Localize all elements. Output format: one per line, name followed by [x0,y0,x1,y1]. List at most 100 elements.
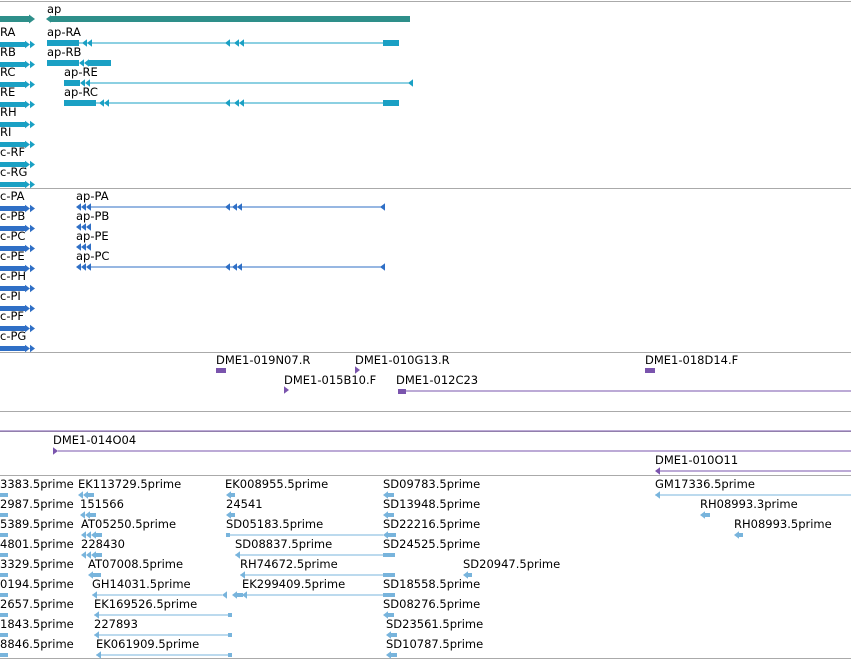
est-feature[interactable]: GM17336.5prime [655,477,755,491]
est-label: RH74672.5prime [240,557,338,571]
est-label: 8846.5prime [0,637,74,651]
left-arrow-icon [237,263,242,271]
est-block [88,493,94,497]
left-arrow-icon [386,651,391,659]
est-feature[interactable]: SD08276.5prime [383,597,480,611]
est-label: RH08993.3prime [700,497,798,511]
est-feature[interactable]: 5389.5prime [0,517,74,531]
est-label: AT07008.5prime [88,557,183,571]
protein-feature[interactable]: ap-PB [76,209,109,231]
est-feature[interactable]: 1843.5prime [0,617,74,631]
est-feature[interactable]: 151566 [80,497,124,511]
right-arrow-icon [30,120,35,129]
est-feature[interactable]: AT05250.5prime [81,517,176,531]
est-label: SD10787.5prime [386,637,483,651]
est-feature[interactable]: 0194.5prime [0,577,74,591]
est-feature[interactable]: 24541 [226,497,263,511]
left-arrow-icon [81,263,86,271]
left-arrow-icon [86,223,91,231]
est-feature[interactable]: 4801.5prime [0,537,74,551]
right-arrow-icon [30,180,35,189]
clipped-feature-label: c-PE [0,249,25,263]
est-feature[interactable]: AT07008.5prime [88,557,183,571]
protein-feature[interactable]: ap-PC [76,249,385,271]
est-block [0,613,8,617]
transcript-feature[interactable]: ap-RB [47,45,111,67]
est-block [0,633,8,637]
est-feature[interactable]: SD23561.5prime [386,617,483,631]
clone-feature[interactable]: DME1-012C23 [396,373,851,394]
est-label: 2657.5prime [0,597,74,611]
clone-feature[interactable]: DME1-010G13.R [355,353,450,374]
est-feature[interactable]: SD13948.5prime [383,497,480,511]
est-feature[interactable]: EK061909.5prime [96,637,199,651]
protein-feature[interactable]: ap-PE [76,229,109,251]
transcript-feature[interactable]: ap-RA [47,25,399,47]
est-feature[interactable]: EK008955.5prime [225,477,328,491]
est-feature[interactable]: EK113729.5prime [78,477,181,491]
clone-feature[interactable]: DME1-018D14.F [645,353,738,373]
gene-track: ap [0,2,410,24]
right-arrow-icon [25,120,30,129]
transcript-feature[interactable]: ap-RC [64,85,399,107]
est-feature[interactable]: 2987.5prime [0,497,74,511]
est-feature[interactable]: SD18558.5prime [383,577,480,591]
est-block [228,653,232,657]
clone-feature[interactable]: DME1-019N07.R [216,353,310,373]
est-feature[interactable]: SD24525.5prime [383,537,480,551]
left-arrow-icon [226,491,231,499]
est-block [0,553,8,557]
est-feature[interactable]: RH74672.5prime [240,557,338,571]
left-arrow-icon [239,39,244,47]
clone-feature[interactable]: DME1-014O04 [53,433,851,455]
exon-block [64,80,80,86]
est-label: 2987.5prime [0,497,74,511]
est-feature[interactable]: 227893 [94,617,138,631]
est-label: SD09783.5prime [383,477,480,491]
est-feature[interactable]: 2657.5prime [0,597,74,611]
transcript-feature[interactable]: ap-RE [64,65,413,87]
right-arrow-icon [25,160,30,169]
est-feature[interactable]: EK299409.5prime [242,577,345,591]
right-arrow-icon [25,244,30,253]
est-feature[interactable]: SD22216.5prime [383,517,480,531]
protein-label: ap-PA [76,189,109,203]
right-arrow-icon [25,180,30,189]
est-feature[interactable]: SD10787.5prime [386,637,483,651]
est-feature[interactable]: SD20947.5prime [463,557,560,571]
est-feature[interactable]: 228430 [81,537,125,551]
est-feature[interactable]: 8846.5prime [0,637,74,651]
est-feature[interactable]: RH08993.5prime [734,517,832,531]
clone-feature[interactable]: DME1-010O11 [655,453,851,475]
clone-label: DME1-010G13.R [355,353,450,367]
right-arrow-icon [30,204,35,213]
left-arrow-icon [234,39,239,47]
est-feature[interactable]: SD08837.5prime [235,537,332,551]
est-feature[interactable]: GH14031.5prime [92,577,191,591]
protein-label: ap-PB [76,209,109,223]
est-feature[interactable]: 3329.5prime [0,557,74,571]
exon-block [89,60,111,66]
est-feature[interactable]: SD05183.5prime [226,517,323,531]
right-arrow-icon [29,14,35,24]
left-arrow-icon [86,531,91,539]
est-feature[interactable]: EK169526.5prime [94,597,197,611]
est-feature[interactable]: 3383.5prime [0,477,74,491]
left-arrow-icon [81,531,86,539]
est-block [0,533,8,537]
est-feature[interactable]: RH08993.3prime [700,497,798,511]
est-label: EK169526.5prime [94,597,197,611]
est-feature[interactable]: SD09783.5prime [383,477,480,491]
est-block [93,573,101,577]
clipped-feature-label: c-PI [0,289,21,303]
est-block [96,553,102,557]
protein-feature[interactable]: ap-PA [76,189,385,211]
est-label: GH14031.5prime [92,577,191,591]
est-label: EK061909.5prime [96,637,199,651]
clone-feature[interactable]: DME1-015B10.F [284,373,376,394]
transcript-label: ap-RC [64,85,98,99]
left-arrow-icon [81,243,86,251]
left-arrow-icon [78,491,83,499]
est-label: SD08276.5prime [383,597,480,611]
